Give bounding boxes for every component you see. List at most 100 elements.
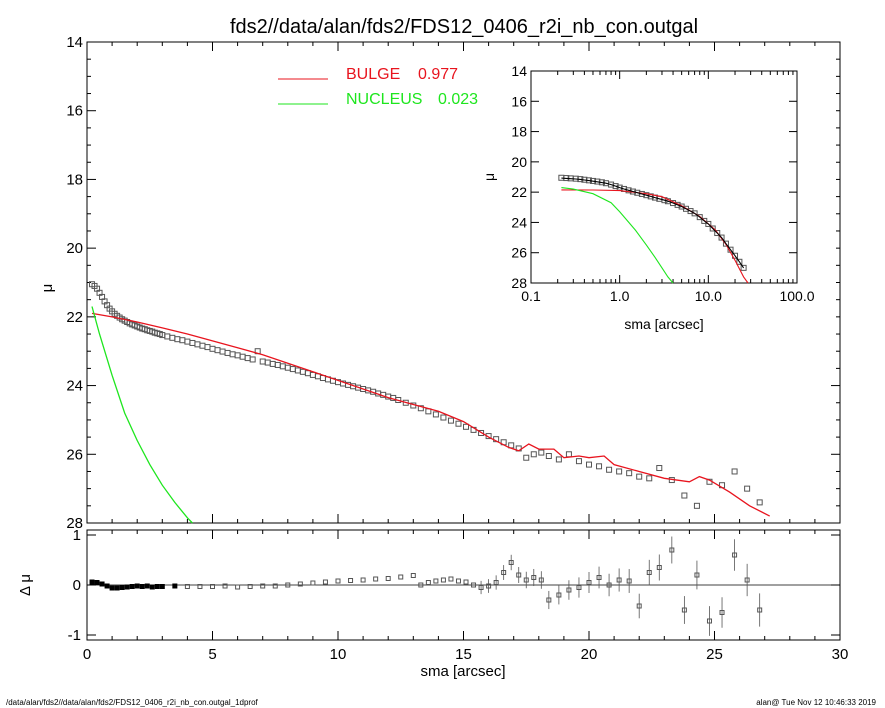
residual-data-point <box>285 582 291 588</box>
residual-data-point <box>486 583 492 589</box>
residual-x-tick-label: 0 <box>83 646 91 663</box>
residual-data-point <box>616 577 622 583</box>
inset-data-point <box>718 234 725 241</box>
residual-data-point <box>260 583 266 589</box>
residual-data-point <box>134 583 140 589</box>
residual-data-point <box>297 581 303 587</box>
residual-x-tick-label: 30 <box>832 646 849 663</box>
residual-data-point <box>719 610 725 615</box>
residual-data-point <box>139 584 145 589</box>
residual-data-point <box>418 582 424 588</box>
residual-data-point <box>89 579 95 585</box>
residual-data-point <box>626 578 632 584</box>
inset-y-tick-label: 14 <box>511 63 527 79</box>
footer-path: /data/alan/fds2//data/alan/fds2/FDS12_04… <box>6 698 259 707</box>
main-data-point <box>555 456 562 463</box>
inset-total-model-line <box>561 177 745 269</box>
inset-data-point <box>709 225 716 232</box>
footer-timestamp: alan@ Tue Nov 12 10:46:33 2019 <box>756 698 876 707</box>
residual-data-point <box>119 585 125 590</box>
main-data-point <box>194 341 201 348</box>
inset-data-point <box>625 187 632 194</box>
main-data-point <box>616 468 623 475</box>
residual-data-point <box>197 584 203 589</box>
residual-data-point <box>523 577 529 583</box>
inset-y-axis-label: μ <box>481 173 497 181</box>
chart-title: fds2//data/alan/fds2/FDS12_0406_r2i_nb_c… <box>230 16 698 38</box>
inset-data-point <box>705 220 712 227</box>
inset-nucleus-line <box>561 187 674 284</box>
legend-bulge-value: 0.977 <box>418 66 458 83</box>
residual-data-point <box>348 578 354 583</box>
residual-data-point <box>99 581 105 587</box>
main-y-tick-label: 28 <box>66 515 83 532</box>
main-data-point <box>204 344 211 351</box>
main-data-point <box>264 359 271 366</box>
main-profile-panel: 14 16 18 20 22 24 26 28 μ <box>39 34 841 532</box>
legend-bulge-label: BULGE <box>346 66 400 83</box>
residual-data-point <box>433 578 439 584</box>
residual-data-point <box>546 597 552 603</box>
residual-x-tick-label: 10 <box>330 646 347 663</box>
main-data-point <box>294 367 301 374</box>
residual-data-point <box>516 572 522 578</box>
main-data-point <box>530 451 537 458</box>
residual-data-point <box>94 580 100 585</box>
main-data-point <box>455 420 462 427</box>
residual-data-point <box>586 580 592 585</box>
residual-data-point <box>222 583 228 589</box>
main-data-point <box>279 363 286 370</box>
residual-data-point <box>210 584 215 589</box>
residual-data-point <box>398 574 404 580</box>
inset-panel: 0.1 1.0 10.0 100.0 14 16 18 20 22 24 26 28 μ sma [arc… <box>478 62 836 336</box>
main-data-point <box>179 337 186 344</box>
inset-x-axis-label: sma [arcsec] <box>624 316 703 332</box>
inset-data-point <box>691 210 698 217</box>
residual-data-point <box>114 585 120 591</box>
main-y-axis-label: μ <box>39 284 56 293</box>
main-data-point <box>234 352 241 359</box>
x-axis-label: sma [arcsec] <box>420 663 505 680</box>
main-data-point <box>575 458 582 465</box>
residual-data-point <box>656 565 662 570</box>
main-data-point <box>284 364 291 371</box>
residual-data-point <box>124 584 130 590</box>
residual-data-point <box>154 584 160 589</box>
residual-data-point <box>272 583 278 589</box>
residual-data-point <box>531 575 537 580</box>
main-data-point <box>209 345 216 352</box>
main-data-point <box>447 417 454 424</box>
main-data-point <box>224 349 231 356</box>
main-data-point <box>219 348 226 355</box>
inset-data-point <box>736 258 743 265</box>
residual-data-point <box>566 587 572 593</box>
main-data-point <box>214 347 221 354</box>
residual-data-point <box>757 607 763 613</box>
main-data-point <box>636 473 643 480</box>
residual-data-point <box>478 585 484 590</box>
main-data-point <box>523 454 530 461</box>
main-data-point <box>174 336 181 343</box>
residual-y-tick-label: 0 <box>73 577 81 594</box>
residual-data-point <box>732 552 738 558</box>
main-data-point <box>189 339 196 346</box>
residual-x-tick-label: 15 <box>455 646 472 663</box>
residual-data-point <box>455 578 461 584</box>
residual-data-point <box>471 582 477 588</box>
main-data-point <box>681 492 688 499</box>
residual-data-point <box>508 560 514 565</box>
residual-y-tick-label: -1 <box>68 627 81 644</box>
main-data-point <box>239 353 246 360</box>
main-data-point <box>545 453 552 460</box>
main-data-point <box>463 423 470 430</box>
residual-data-point <box>596 575 602 580</box>
bulge-model-line <box>91 312 770 517</box>
inset-data-point <box>740 264 747 271</box>
inset-data-point <box>612 183 619 190</box>
main-y-tick-label: 18 <box>66 171 83 188</box>
residual-y-tick-label: 1 <box>73 527 81 544</box>
main-data-point <box>646 475 653 482</box>
residual-data-point <box>172 583 178 589</box>
main-data-point <box>417 405 424 412</box>
